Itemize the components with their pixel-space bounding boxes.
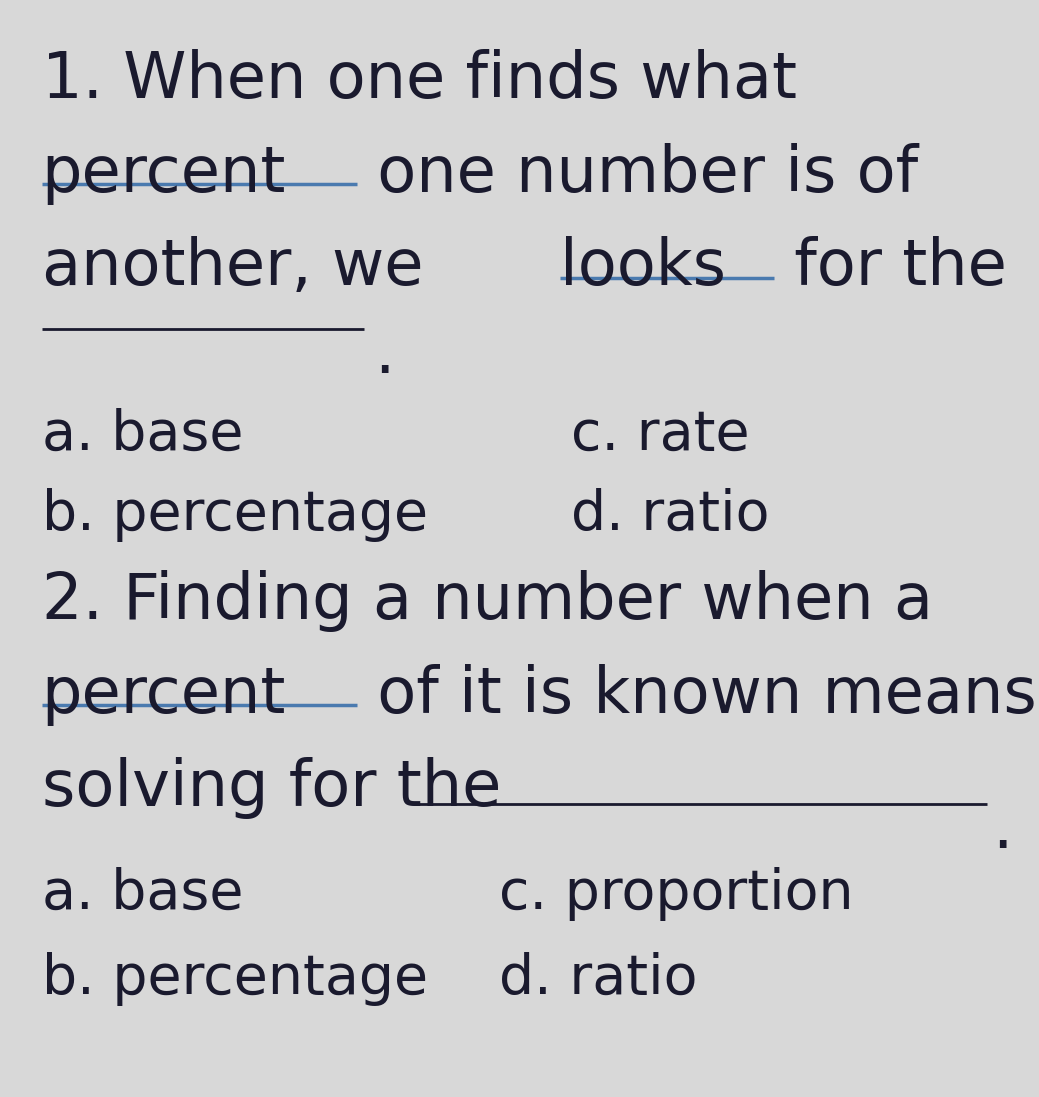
Text: d. ratio: d. ratio — [499, 952, 697, 1006]
Text: solving for the: solving for the — [42, 757, 501, 819]
Text: b. percentage: b. percentage — [42, 952, 428, 1006]
Text: a. base: a. base — [42, 408, 243, 462]
Text: looks: looks — [560, 236, 726, 298]
Text: percent: percent — [42, 664, 286, 726]
Text: for the: for the — [774, 236, 1007, 298]
Text: b. percentage: b. percentage — [42, 488, 428, 542]
Text: another, we: another, we — [42, 236, 444, 298]
Text: 2. Finding a number when a: 2. Finding a number when a — [42, 570, 933, 633]
Text: c. rate: c. rate — [571, 408, 750, 462]
Text: c. proportion: c. proportion — [499, 867, 853, 920]
Text: d. ratio: d. ratio — [571, 488, 770, 542]
Text: a. base: a. base — [42, 867, 243, 920]
Text: .: . — [374, 324, 395, 386]
Text: .: . — [992, 799, 1013, 861]
Text: 1. When one finds what: 1. When one finds what — [42, 49, 797, 112]
Text: of it is known means: of it is known means — [356, 664, 1037, 726]
Text: percent: percent — [42, 143, 286, 205]
Text: one number is of: one number is of — [356, 143, 918, 205]
